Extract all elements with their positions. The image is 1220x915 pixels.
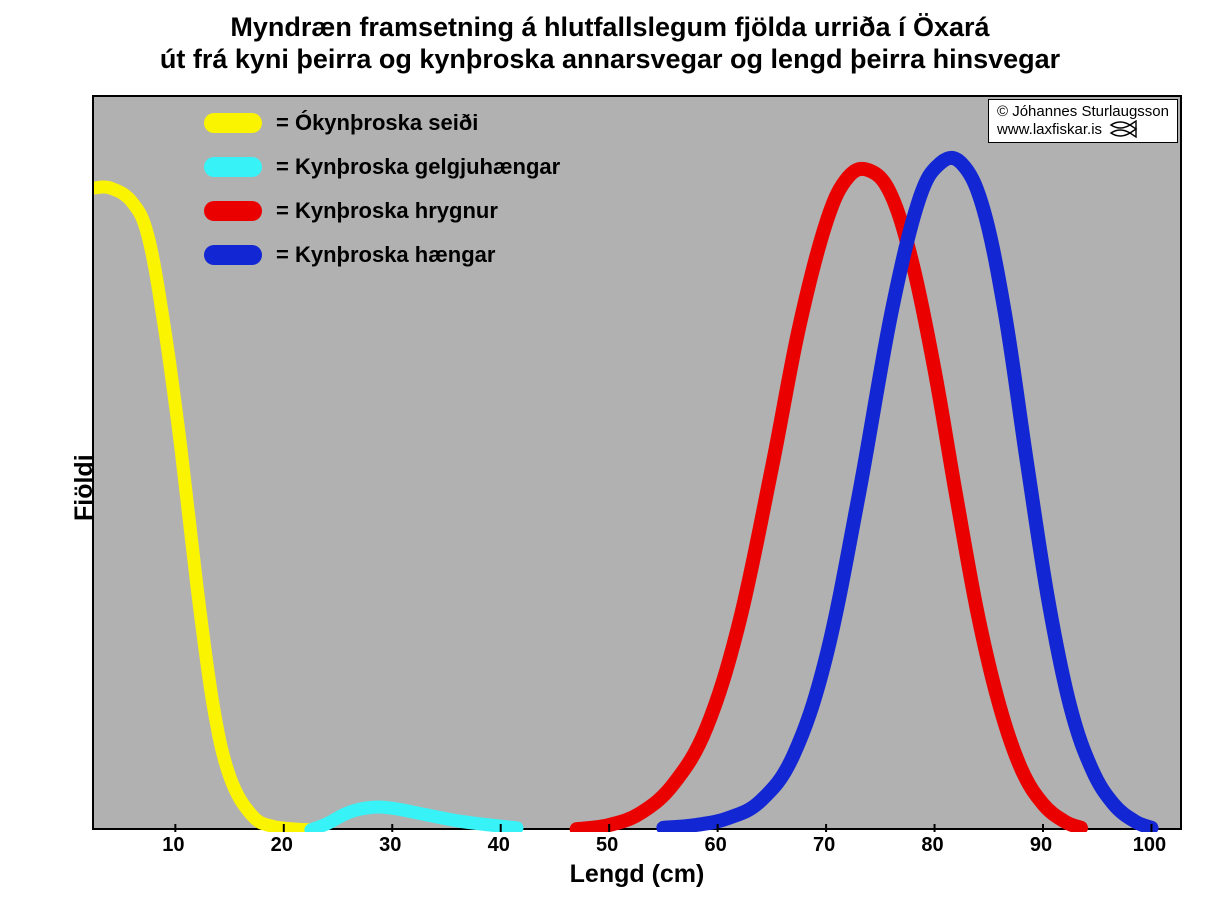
x-tick: 40 <box>488 834 510 857</box>
series-red <box>577 169 1081 829</box>
series-blue <box>663 158 1151 828</box>
legend: = Ókynþroska seiði = Kynþroska gelgjuhæng… <box>204 105 560 273</box>
legend-label: = Kynþroska gelgjuhængar <box>276 154 560 180</box>
legend-item: = Ókynþroska seiði <box>204 105 560 141</box>
x-tick: 90 <box>1030 834 1052 857</box>
chart-title: Myndræn framsetning á hlutfallslegum fjö… <box>0 12 1220 76</box>
fish-icon <box>1108 120 1138 138</box>
credit-line-2: www.laxfiskar.is <box>997 121 1102 138</box>
x-tick: 60 <box>705 834 727 857</box>
x-tick: 20 <box>271 834 293 857</box>
legend-swatch <box>204 201 262 221</box>
x-tick: 80 <box>921 834 943 857</box>
series-cyan <box>311 807 517 830</box>
legend-item: = Kynþroska hrygnur <box>204 193 560 229</box>
x-tick: 30 <box>379 834 401 857</box>
title-line-2: út frá kyni þeirra og kynþroska annarsve… <box>160 44 1060 74</box>
x-tick: 70 <box>813 834 835 857</box>
legend-item: = Kynþroska hængar <box>204 237 560 273</box>
credit-line-1: © Jóhannes Sturlaugsson <box>997 103 1169 120</box>
legend-label: = Kynþroska hrygnur <box>276 198 498 224</box>
legend-label: = Ókynþroska seiði <box>276 110 478 136</box>
legend-item: = Kynþroska gelgjuhængar <box>204 149 560 185</box>
x-tick: 100 <box>1133 834 1166 857</box>
legend-label: = Kynþroska hængar <box>276 242 495 268</box>
title-line-1: Myndræn framsetning á hlutfallslegum fjö… <box>230 12 989 42</box>
legend-swatch <box>204 157 262 177</box>
series-yellow <box>94 187 311 830</box>
plot-area: = Ókynþroska seiði = Kynþroska gelgjuhæng… <box>92 95 1182 830</box>
legend-swatch <box>204 245 262 265</box>
legend-swatch <box>204 113 262 133</box>
x-tick: 50 <box>596 834 618 857</box>
x-axis-label: Lengd (cm) <box>92 860 1182 889</box>
x-tick: 10 <box>162 834 184 857</box>
credit-box: © Jóhannes Sturlaugsson www.laxfiskar.is <box>988 99 1178 143</box>
